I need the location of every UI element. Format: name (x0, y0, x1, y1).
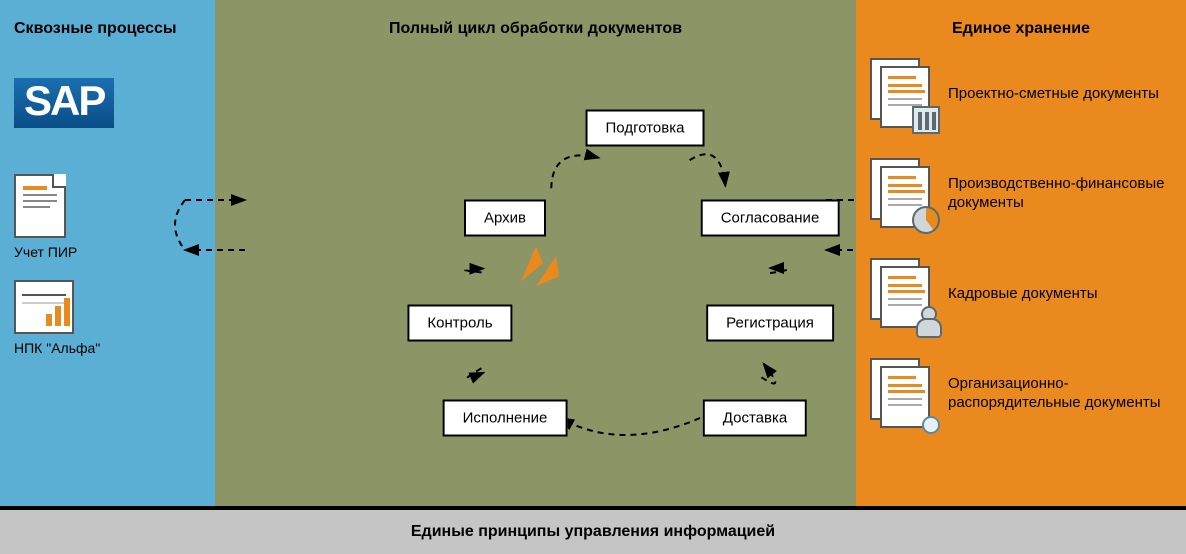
building-icon (912, 106, 940, 134)
right-title: Единое хранение (870, 20, 1172, 38)
mid-title: Полный цикл обработки документов (215, 0, 856, 38)
footer-bar: Единые принципы управления информацией (0, 510, 1186, 554)
storage-item-2: Кадровые документы (870, 258, 1172, 330)
cycle-node-exec: Исполнение (443, 400, 568, 437)
cycle-node-control: Контроль (407, 305, 512, 342)
npk-alpha-label: НПК "Альфа" (14, 340, 201, 356)
storage-item-label: Кадровые документы (948, 285, 1098, 304)
sap-logo-block: SAP (14, 58, 201, 168)
cycle-node-prep: Подготовка (586, 110, 705, 147)
cycle-diagram: Подготовка Согласование Регистрация Доставк… (215, 58, 856, 498)
document-stack-icon (870, 258, 934, 330)
document-icon (14, 174, 66, 238)
document-stack-icon (870, 58, 934, 130)
stamp-icon (922, 416, 940, 434)
storage-item-label: Организационно-распорядительные документ… (948, 375, 1172, 413)
uchot-pir-label: Учет ПИР (14, 244, 201, 260)
sap-logo: SAP (14, 78, 114, 128)
document-stack-icon (870, 158, 934, 230)
npk-alpha-block: НПК "Альфа" (14, 280, 201, 356)
storage-item-label: Проектно-сметные документы (948, 85, 1159, 104)
left-title: Сквозные процессы (14, 20, 201, 38)
cycle-node-reg: Регистрация (706, 305, 834, 342)
cycle-node-agree: Согласование (701, 200, 840, 237)
bar-chart-icon (14, 280, 74, 334)
footer-text: Единые принципы управления информацией (411, 523, 775, 541)
cycle-node-deliver: Доставка (703, 400, 807, 437)
cycle-node-archive: Архив (464, 200, 546, 237)
piechart-icon (912, 206, 940, 234)
document-stack-icon (870, 358, 934, 430)
uchot-pir-block: Учет ПИР (14, 174, 201, 260)
main-area: Сквозные процессы SAP Учет ПИР НПК "Альф… (0, 0, 1186, 510)
storage-item-3: Организационно-распорядительные документ… (870, 358, 1172, 430)
storage-item-label: Производственно-финансовые документы (948, 175, 1172, 213)
person-icon (914, 306, 940, 334)
column-mid: Полный цикл обработки документов Подгото… (215, 0, 856, 506)
column-left: Сквозные процессы SAP Учет ПИР НПК "Альф… (0, 0, 215, 506)
column-right: Единое хранение Проектно-сметные докумен… (856, 0, 1186, 506)
storage-item-1: Производственно-финансовые документы (870, 158, 1172, 230)
center-logo-icon (501, 231, 571, 316)
storage-item-0: Проектно-сметные документы (870, 58, 1172, 130)
